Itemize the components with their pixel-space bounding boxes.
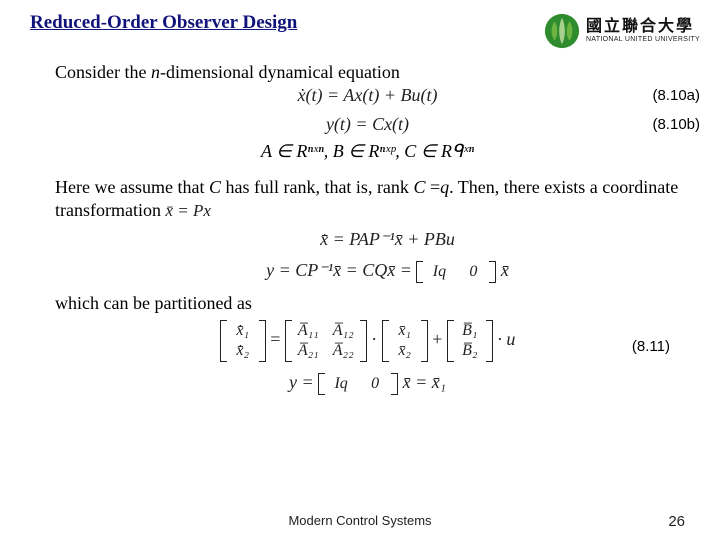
eq-8-10a: ẋ(t) = Ax(t) + Bu(t) (298, 85, 438, 106)
page-title: Reduced-Order Observer Design (30, 12, 297, 34)
eq-8-10b-label: (8.10b) (652, 116, 700, 133)
partition-text: which can be partitioned as (55, 293, 680, 314)
eq-y-cq: y = CP⁻¹x̄ = CQx̄ = Iq0 x̄ (266, 260, 509, 283)
eq-8-11-label: (8.11) (632, 338, 670, 355)
university-name-ch: 國立聯合大學 (586, 12, 700, 36)
eq-y-partition: y = Iq0 x̄ = x̄₁ (289, 372, 446, 395)
eq-8-10a-label: (8.10a) (652, 87, 700, 104)
university-name-en: NATIONAL UNITED UNIVERSITY (586, 36, 700, 43)
page-number: 26 (668, 513, 685, 530)
nuu-logo-icon (543, 12, 581, 50)
eq-xbardot: x̄̇ = PAP⁻¹x̄ + PBu (320, 229, 455, 250)
footer-text: Modern Control Systems (0, 513, 720, 528)
eq-8-11: x̄̇₁ x̄̇₂ = A̅₁₁A̅₁₂ A̅₂₁A̅₂₂ · x̄₁ (220, 320, 516, 362)
eq-8-10b: y(t) = Cx(t) (326, 114, 409, 135)
assumption-text: Here we assume that C has full rank, tha… (55, 176, 680, 223)
university-logo: 國立聯合大學 NATIONAL UNITED UNIVERSITY (543, 12, 700, 50)
intro-text: Consider the n-dimensional dynamical equ… (55, 62, 680, 83)
xbar-eq-inline: x̄ = Px (165, 201, 210, 220)
matrix-spaces: A ∈ Rⁿˣⁿ, B ∈ Rⁿˣᵖ, C ∈ Rᑫˣⁿ (55, 141, 680, 162)
